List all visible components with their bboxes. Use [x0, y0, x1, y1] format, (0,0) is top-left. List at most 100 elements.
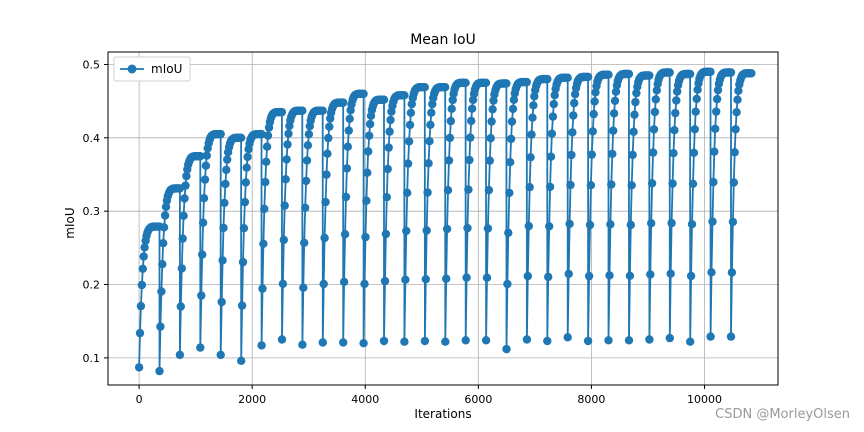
data-point	[583, 72, 593, 82]
data-point	[687, 220, 697, 229]
data-point	[566, 180, 575, 190]
data-point	[341, 192, 351, 202]
data-point	[629, 127, 638, 136]
data-point	[628, 150, 637, 160]
legend-marker-swatch	[127, 64, 137, 74]
data-point	[385, 127, 394, 136]
data-point	[609, 109, 619, 118]
legend-entry-miou: mIoU	[151, 62, 182, 76]
y-tick-label: 0.3	[83, 205, 101, 218]
data-point	[175, 350, 185, 360]
data-point	[304, 130, 314, 139]
data-point	[239, 224, 249, 233]
data-point	[730, 148, 739, 157]
data-point	[667, 218, 676, 228]
data-point	[586, 181, 596, 190]
data-point	[427, 108, 436, 117]
data-point	[587, 150, 596, 159]
data-point	[422, 226, 431, 235]
x-tick-label: 2000	[238, 393, 266, 406]
y-tick-label: 0.5	[83, 58, 101, 71]
data-point	[344, 126, 353, 135]
data-point	[300, 238, 309, 247]
y-tick-label: 0.2	[83, 279, 101, 292]
data-point	[360, 279, 369, 289]
data-point	[201, 161, 211, 170]
data-point	[568, 128, 577, 137]
data-point	[403, 159, 413, 168]
data-point	[647, 179, 657, 188]
data-point	[487, 117, 496, 126]
data-point	[180, 194, 189, 203]
data-point	[421, 275, 430, 284]
watermark: CSDN @MorleyOlsen	[715, 407, 850, 422]
data-point	[299, 283, 308, 292]
data-point	[668, 179, 677, 188]
data-point	[138, 264, 147, 273]
data-point	[563, 73, 572, 82]
data-point	[362, 196, 371, 205]
data-point	[631, 97, 640, 107]
data-point	[318, 338, 327, 347]
data-point	[405, 120, 415, 130]
data-point	[379, 95, 389, 104]
data-point	[502, 344, 511, 354]
data-point	[382, 193, 391, 202]
data-point	[401, 275, 410, 284]
data-point	[281, 175, 290, 184]
data-point	[380, 276, 390, 286]
data-point	[402, 226, 411, 236]
data-point	[527, 130, 536, 139]
data-point	[448, 95, 457, 105]
data-point	[693, 85, 702, 94]
data-point	[325, 122, 334, 131]
legend: mIoU	[113, 56, 191, 82]
data-point	[177, 264, 186, 273]
data-point	[161, 202, 171, 211]
data-point	[482, 273, 492, 282]
data-point	[505, 188, 514, 198]
data-point	[159, 239, 168, 248]
data-point	[604, 336, 613, 345]
data-point	[570, 90, 580, 99]
data-point	[423, 188, 432, 197]
data-point	[485, 156, 494, 165]
data-point	[525, 183, 534, 192]
data-point	[139, 252, 148, 261]
data-point	[605, 271, 614, 280]
data-point	[242, 163, 251, 172]
data-point	[159, 223, 169, 232]
data-point	[216, 129, 225, 139]
data-point	[420, 336, 430, 346]
data-point	[711, 124, 720, 133]
data-point	[506, 158, 515, 167]
data-point	[262, 157, 271, 166]
data-point	[425, 137, 434, 146]
data-point	[259, 239, 268, 248]
data-point	[712, 107, 721, 116]
data-point	[481, 78, 491, 88]
data-point	[625, 271, 635, 280]
x-tick-label: 10000	[687, 393, 722, 406]
data-point	[706, 67, 715, 77]
legend-box	[113, 56, 191, 82]
data-point	[237, 356, 246, 365]
data-point	[278, 279, 288, 288]
data-point	[548, 112, 558, 121]
data-point	[345, 114, 354, 124]
data-point	[544, 272, 553, 282]
data-point	[673, 87, 682, 96]
data-point	[610, 96, 620, 106]
x-tick-label: 0	[136, 393, 143, 406]
data-point	[590, 97, 599, 106]
data-point	[280, 201, 289, 210]
data-point	[365, 119, 375, 129]
data-point	[321, 197, 330, 207]
data-point	[463, 223, 472, 233]
data-point	[526, 153, 535, 162]
data-point	[200, 175, 210, 184]
data-point	[257, 341, 266, 350]
data-point	[426, 120, 435, 129]
data-point	[219, 223, 228, 233]
data-point	[442, 274, 451, 283]
